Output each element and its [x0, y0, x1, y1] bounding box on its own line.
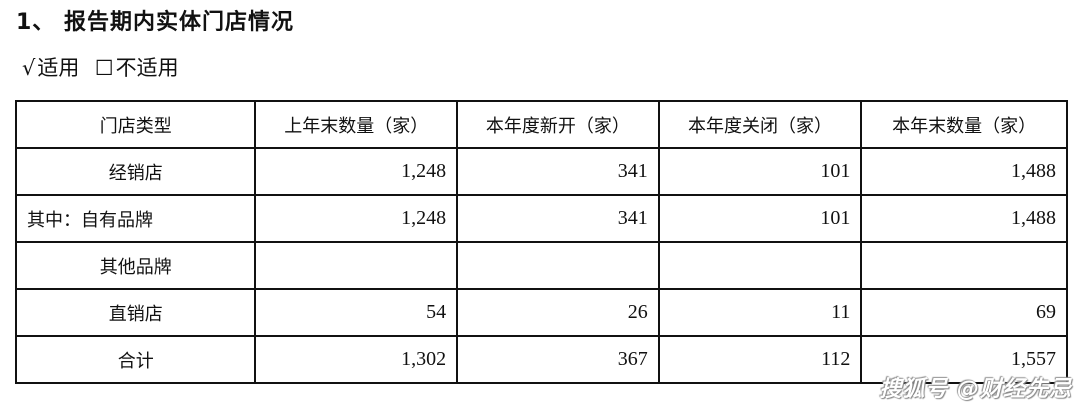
- table-row: 其他品牌: [14, 241, 1068, 290]
- checkbox-icon: ☐: [94, 56, 114, 80]
- value-cell: [254, 241, 459, 290]
- store-type-cell: 直销店: [14, 288, 257, 337]
- value-cell: 101: [657, 147, 863, 196]
- column-header: 本年末数量（家）: [860, 100, 1068, 149]
- value-cell: [456, 241, 660, 290]
- table-row: 合计 1,302 367 112 1,557: [14, 335, 1068, 384]
- value-cell: 26: [456, 288, 660, 337]
- value-cell: 54: [254, 288, 459, 337]
- value-cell: 367: [456, 335, 660, 384]
- section-title: 1、 报告期内实体门店情况: [16, 10, 294, 35]
- applicability-line: √适用 ☐不适用: [22, 52, 181, 82]
- store-type-cell: 其他品牌: [14, 241, 257, 290]
- value-cell: [860, 241, 1068, 290]
- value-cell: 69: [860, 288, 1068, 337]
- value-cell: 341: [456, 147, 660, 196]
- value-cell: 101: [657, 194, 863, 243]
- value-cell: 11: [657, 288, 863, 337]
- value-cell: 1,488: [860, 194, 1068, 243]
- value-cell: 1,488: [860, 147, 1068, 196]
- column-header: 门店类型: [14, 100, 257, 149]
- value-cell: 1,248: [254, 147, 459, 196]
- store-type-cell: 其中：自有品牌: [14, 194, 257, 243]
- table-row: 经销店 1,248 341 101 1,488: [14, 147, 1068, 196]
- value-cell: 1,557: [860, 335, 1068, 384]
- check-icon: √: [22, 56, 36, 80]
- column-header: 上年末数量（家）: [254, 100, 459, 149]
- value-cell: 341: [456, 194, 660, 243]
- store-type-cell: 经销店: [14, 147, 257, 196]
- table-row: 其中：自有品牌 1,248 341 101 1,488: [14, 194, 1068, 243]
- store-table: 门店类型 上年末数量（家） 本年度新开（家） 本年度关闭（家） 本年末数量（家） 经销店 1…: [14, 100, 1068, 384]
- value-cell: 112: [657, 335, 863, 384]
- header-row: 门店类型 上年末数量（家） 本年度新开（家） 本年度关闭（家） 本年末数量（家）: [14, 100, 1068, 149]
- table-row: 直销店 54 26 11 69: [14, 288, 1068, 337]
- value-cell: [657, 241, 863, 290]
- column-header: 本年度新开（家）: [456, 100, 660, 149]
- value-cell: 1,302: [254, 335, 459, 384]
- value-cell: 1,248: [254, 194, 459, 243]
- column-header: 本年度关闭（家）: [657, 100, 863, 149]
- applicable-label: 适用: [37, 56, 80, 80]
- not-applicable-label: 不适用: [115, 56, 179, 80]
- watermark: 搜狐号 @财经先忌: [879, 377, 1072, 402]
- store-type-cell: 合计: [14, 335, 257, 384]
